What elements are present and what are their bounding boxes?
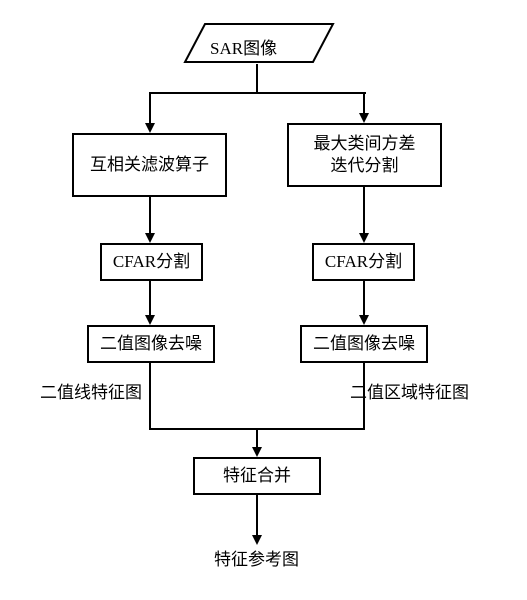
right-branch-label: 二值区域特征图 xyxy=(350,378,469,403)
right2-label: CFAR分割 xyxy=(325,251,402,273)
arrow-head-icon xyxy=(145,233,155,243)
left2-node: CFAR分割 xyxy=(100,243,203,281)
edge-line xyxy=(149,92,151,123)
final-label: 特征参考图 xyxy=(214,545,299,570)
flowchart-container: SAR图像 互相关滤波算子 最大类间方差 迭代分割 CFAR分割 CFAR分割 … xyxy=(0,0,527,600)
left3-label: 二值图像去噪 xyxy=(100,333,202,355)
right2-node: CFAR分割 xyxy=(312,243,415,281)
arrow-head-icon xyxy=(252,535,262,545)
edge-line xyxy=(149,363,151,428)
right3-label: 二值图像去噪 xyxy=(313,333,415,355)
arrow-head-icon xyxy=(359,233,369,243)
edge-line xyxy=(149,281,151,315)
merge-node: 特征合并 xyxy=(193,457,321,495)
left2-label: CFAR分割 xyxy=(113,251,190,273)
left3-node: 二值图像去噪 xyxy=(87,325,215,363)
left1-node: 互相关滤波算子 xyxy=(72,133,227,197)
edge-line xyxy=(256,495,258,535)
edge-line xyxy=(363,281,365,315)
arrow-head-icon xyxy=(145,123,155,133)
arrow-head-icon xyxy=(145,315,155,325)
arrow-head-icon xyxy=(252,447,262,457)
edge-line xyxy=(363,92,365,113)
merge-label: 特征合并 xyxy=(223,465,291,487)
edge-line xyxy=(256,428,258,447)
left-branch-label: 二值线特征图 xyxy=(40,378,142,403)
right3-node: 二值图像去噪 xyxy=(300,325,428,363)
right1-node: 最大类间方差 迭代分割 xyxy=(287,123,442,187)
start-label: SAR图像 xyxy=(210,34,277,59)
edge-line xyxy=(256,64,258,92)
right1-label: 最大类间方差 迭代分割 xyxy=(314,133,416,177)
edge-hline xyxy=(149,92,366,94)
edge-line xyxy=(363,187,365,233)
edge-line xyxy=(149,197,151,233)
arrow-head-icon xyxy=(359,315,369,325)
left1-label: 互相关滤波算子 xyxy=(90,154,209,176)
edge-line xyxy=(363,363,365,428)
arrow-head-icon xyxy=(359,113,369,123)
